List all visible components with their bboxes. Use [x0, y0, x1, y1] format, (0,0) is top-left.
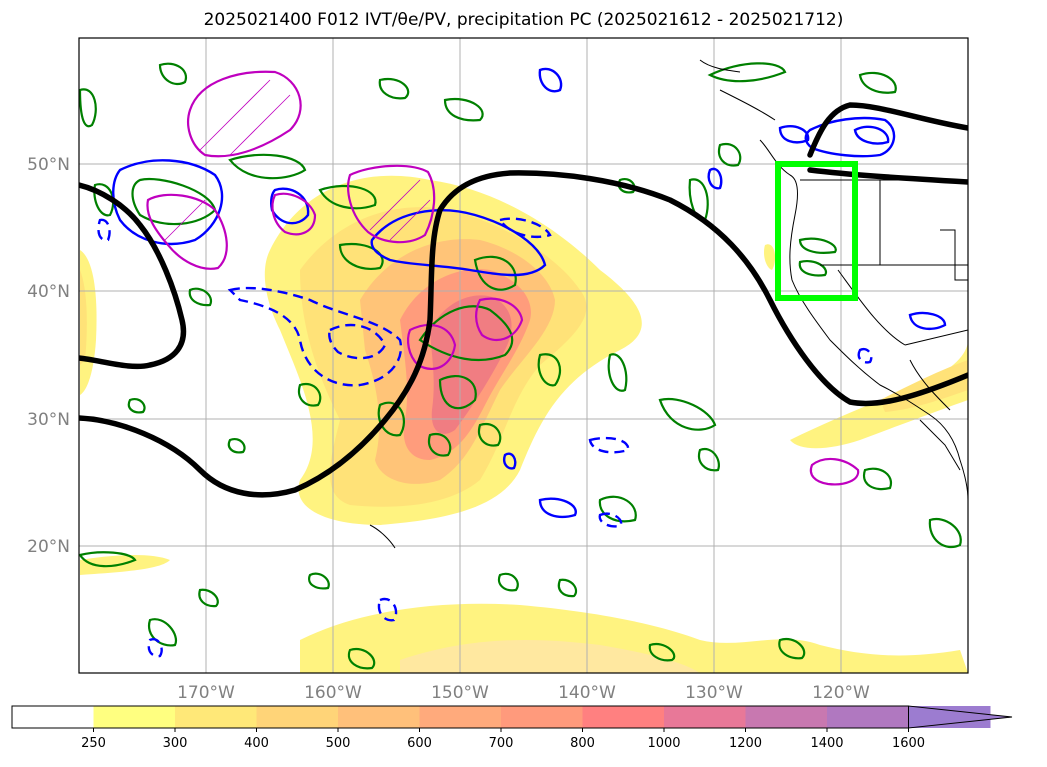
colorbar-tick-label: 400 — [244, 736, 269, 751]
precip-hatch — [164, 79, 431, 241]
colorbar-segment — [338, 706, 420, 728]
ivt-line-contours — [79, 102, 968, 498]
theta-e-dashed — [97, 217, 873, 658]
colorbar-segment — [256, 706, 339, 728]
colorbar-tick-label: 1600 — [892, 736, 925, 751]
colorbar-tick-label: 800 — [570, 736, 595, 751]
lon-labels: 170°W 160°W 150°W 140°W 130°W 120°W — [177, 683, 870, 703]
colorbar-segment — [501, 706, 583, 728]
lon-label-170w: 170°W — [177, 683, 235, 703]
lat-label-30: 30°N — [27, 410, 70, 430]
lat-label-40: 40°N — [27, 282, 70, 302]
lon-label-150w: 150°W — [431, 683, 489, 703]
lat-label-50: 50°N — [27, 155, 70, 175]
colorbar-segment — [827, 706, 909, 728]
map-title: 2025021400 F012 IVT/θe/PV, precipitation… — [203, 10, 844, 30]
lat-label-20: 20°N — [27, 537, 70, 557]
highlight-box — [775, 161, 858, 301]
lat-labels: 50°N 40°N 30°N 20°N — [27, 155, 70, 557]
colorbar-tick-label: 1400 — [810, 736, 843, 751]
coastlines — [369, 59, 968, 549]
colorbar-outline — [11, 705, 909, 729]
colorbar-segment — [419, 706, 502, 728]
colorbar-segment — [93, 706, 176, 728]
lon-label-140w: 140°W — [558, 683, 616, 703]
colorbar-segment — [745, 706, 828, 728]
colorbar-tick-label: 1200 — [729, 736, 762, 751]
colorbar-segment — [582, 706, 665, 728]
theta-e-solid — [112, 67, 947, 519]
map-frame — [78, 37, 969, 674]
colorbar-segment — [664, 706, 746, 728]
colorbar-tick-label: 500 — [326, 736, 351, 751]
colorbar-segment — [12, 706, 94, 728]
colorbar-tick-label: 600 — [407, 736, 432, 751]
colorbar-segment — [175, 706, 257, 728]
lon-label-120w: 120°W — [812, 683, 870, 703]
lon-label-130w: 130°W — [685, 683, 743, 703]
colorbar-tick-label: 250 — [81, 736, 106, 751]
colorbar-tick-label: 1000 — [647, 736, 680, 751]
gridlines — [79, 38, 968, 673]
colorbar-tick-label: 300 — [163, 736, 188, 751]
colorbar-tick-label: 700 — [489, 736, 514, 751]
precip-contours — [146, 70, 860, 486]
lon-label-160w: 160°W — [304, 683, 362, 703]
colorbar: 250 300 400 500 600 700 800 1000 1200 1400 1600 — [11, 705, 1013, 751]
